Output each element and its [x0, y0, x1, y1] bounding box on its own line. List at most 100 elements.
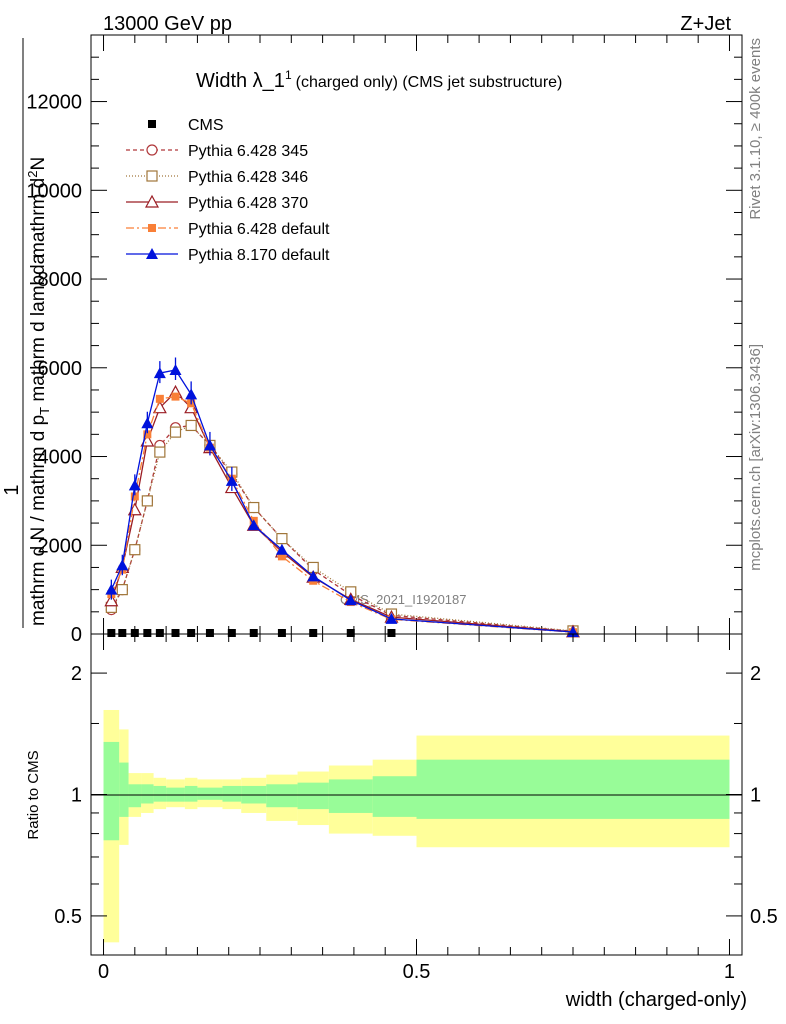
data-point [130, 492, 139, 501]
y-tick-label: 6000 [38, 358, 83, 380]
ratio-y-tick-label-right: 2 [750, 663, 761, 685]
legend-marker [148, 224, 156, 232]
process-label: Z+Jet [680, 13, 731, 35]
data-point [105, 583, 118, 595]
ratio-band-inner [416, 759, 730, 819]
data-point [225, 474, 238, 486]
legend-label: Pythia 6.428 346 [188, 169, 308, 186]
energy-label: 13000 GeV pp [103, 13, 232, 35]
x-axis-label: width (charged-only) [565, 989, 747, 1011]
ratio-y-tick-label: 0.5 [54, 906, 82, 928]
ratio-band-inner [328, 779, 373, 813]
x-tick-label: 1 [724, 961, 735, 983]
y-tick-label: 2000 [38, 535, 83, 557]
ratio-band-inner [266, 784, 298, 808]
x-tick-labels: 0 0.5 1 [98, 961, 735, 983]
y-tick-label: 4000 [38, 447, 83, 469]
data-point [107, 629, 116, 637]
data-point [203, 439, 216, 451]
svg-text:1: 1 [1, 484, 23, 495]
ratio-y-tick-label-right: 0.5 [750, 906, 778, 928]
ratio-band-inner [297, 782, 329, 810]
main-axis-ticks [91, 35, 742, 635]
data-point [247, 519, 260, 531]
legend-entry: CMS [148, 117, 224, 134]
svg-text:mathrm d2N: mathrm d2N [25, 157, 49, 258]
ratio-bands [103, 709, 730, 943]
data-point [169, 363, 182, 375]
data-point [185, 388, 198, 400]
data-point [141, 495, 153, 507]
x-tick-label: 0 [98, 961, 109, 983]
data-point [227, 629, 236, 637]
ratio-band-inner [197, 787, 223, 800]
data-point [275, 543, 288, 555]
data-point [169, 426, 182, 438]
data-point [277, 629, 286, 637]
data-point [346, 629, 355, 637]
legend-marker [146, 248, 158, 259]
data-point [130, 629, 139, 637]
y-tick-label: 10000 [26, 180, 82, 202]
data-point [249, 629, 258, 637]
legend-label: Pythia 6.428 default [188, 221, 330, 238]
data-point [344, 594, 357, 606]
data-point [155, 629, 164, 637]
ratio-band-inner [184, 785, 198, 802]
ratio-y-tick-label-right: 1 [750, 785, 761, 807]
ratio-band-inner [119, 762, 129, 817]
y-tick-label: 8000 [38, 269, 83, 291]
rivet-label: Rivet 3.1.10, ≥ 400k events [747, 38, 764, 220]
data-point [118, 629, 127, 637]
ratio-band-inner [372, 776, 417, 817]
data-point [171, 392, 180, 401]
data-point [276, 533, 288, 545]
legend-label: Pythia 6.428 370 [188, 195, 308, 212]
legend-label: Pythia 6.428 345 [188, 143, 308, 160]
data-point [153, 367, 166, 379]
data-point [387, 629, 396, 637]
legend-marker [146, 170, 158, 182]
data-point [141, 417, 154, 429]
series-0 [107, 629, 577, 637]
legend: CMS Pythia 6.428 345 Pythia 6.428 346 Pythi… [126, 117, 330, 264]
ratio-y-tick-label: 1 [71, 785, 82, 807]
data-point [171, 629, 180, 637]
data-point [277, 552, 286, 561]
legend-marker [144, 194, 160, 208]
ratio-y-axis-label: Ratio to CMS [25, 750, 42, 839]
ratio-y-tick-labels: 0.5 0.5 1 1 2 2 [54, 663, 778, 928]
data-point [205, 629, 214, 637]
data-point [104, 593, 119, 607]
data-point [116, 559, 129, 571]
data-point [187, 629, 196, 637]
ratio-band-inner [141, 784, 154, 804]
main-y-axis-label: 1 mathrm d N / mathrm d pT mathrm d lamb… [1, 38, 52, 628]
legend-entry: Pythia 6.428 346 [126, 169, 308, 186]
data-point [155, 394, 164, 403]
y-tick-label: 12000 [26, 92, 82, 114]
data-point [185, 419, 197, 432]
series-layer [104, 357, 581, 638]
y-tick-label: 0 [71, 624, 82, 646]
ratio-band-inner [153, 785, 167, 802]
data-point [129, 544, 141, 556]
data-point [128, 479, 141, 491]
data-point [143, 629, 152, 637]
data-point [154, 446, 166, 458]
ratio-axis-ticks [91, 634, 742, 955]
main-y-tick-labels: 0 2000 4000 6000 8000 10000 12000 [26, 92, 82, 646]
ratio-band-inner [222, 785, 242, 802]
series-5 [105, 357, 579, 638]
legend-entry: Pythia 6.428 370 [126, 194, 308, 212]
x-tick-label: 0.5 [403, 961, 431, 983]
legend-entry: Pythia 6.428 345 [126, 143, 308, 160]
data-point [143, 430, 152, 439]
legend-entry: Pythia 6.428 default [126, 221, 330, 238]
legend-marker [146, 144, 158, 156]
series-line [110, 424, 574, 632]
legend-label: CMS [188, 117, 224, 134]
data-point [248, 501, 260, 514]
legend-label: Pythia 8.170 default [188, 247, 330, 264]
